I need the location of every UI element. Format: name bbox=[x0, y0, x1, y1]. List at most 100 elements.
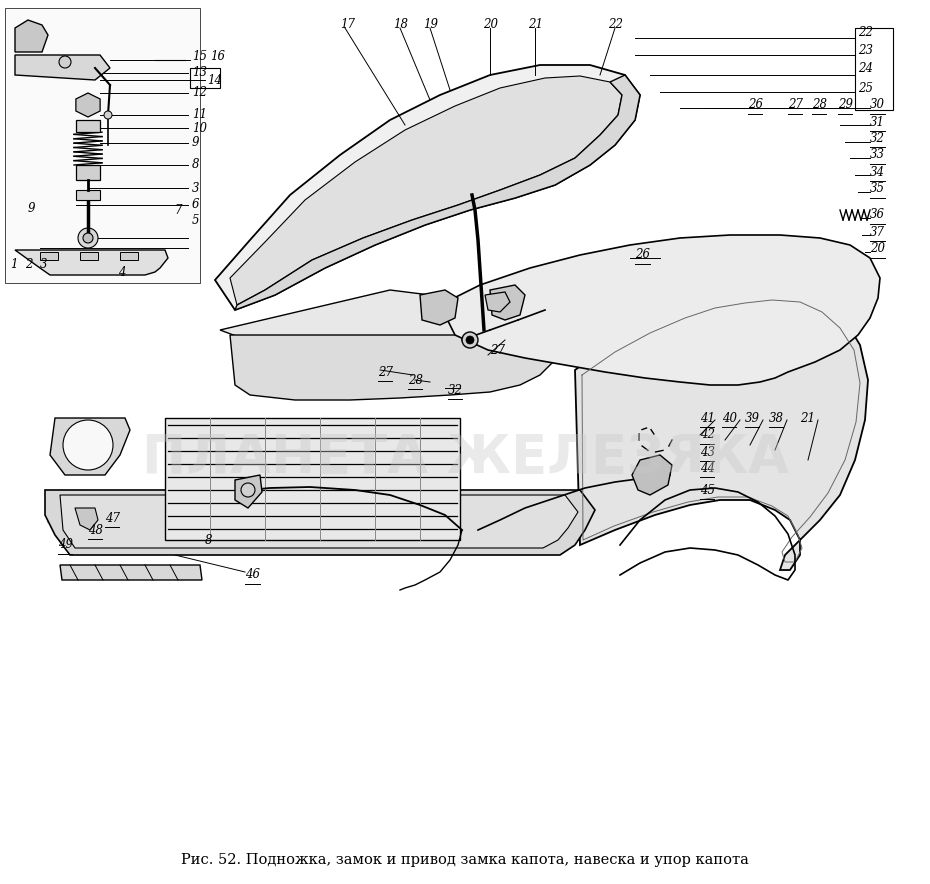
Text: 5: 5 bbox=[192, 214, 200, 226]
Polygon shape bbox=[632, 455, 672, 495]
Polygon shape bbox=[75, 508, 98, 530]
Text: 34: 34 bbox=[870, 165, 885, 179]
Text: 38: 38 bbox=[769, 411, 784, 424]
Text: 41: 41 bbox=[700, 411, 715, 424]
Text: 18: 18 bbox=[393, 19, 408, 32]
Circle shape bbox=[59, 56, 71, 68]
Polygon shape bbox=[45, 490, 595, 555]
Text: 16: 16 bbox=[210, 50, 225, 63]
Text: 21: 21 bbox=[800, 411, 815, 424]
Text: 19: 19 bbox=[423, 19, 438, 32]
Polygon shape bbox=[50, 418, 130, 475]
Text: 33: 33 bbox=[870, 149, 885, 162]
Circle shape bbox=[63, 420, 113, 470]
Text: 2: 2 bbox=[25, 258, 33, 271]
Text: 32: 32 bbox=[870, 132, 885, 144]
Text: 22: 22 bbox=[858, 27, 873, 40]
Polygon shape bbox=[165, 418, 460, 540]
Text: 35: 35 bbox=[870, 182, 885, 195]
Polygon shape bbox=[230, 335, 565, 400]
Text: 10: 10 bbox=[192, 121, 207, 134]
Circle shape bbox=[78, 228, 98, 248]
Text: 43: 43 bbox=[700, 446, 715, 459]
Text: 4: 4 bbox=[118, 265, 126, 278]
Polygon shape bbox=[215, 65, 640, 310]
Polygon shape bbox=[420, 290, 458, 325]
Polygon shape bbox=[76, 93, 100, 117]
Text: Рис. 52. Подножка, замок и привод замка капота, навеска и упор капота: Рис. 52. Подножка, замок и привод замка … bbox=[181, 853, 749, 867]
Text: 49: 49 bbox=[58, 538, 73, 552]
Circle shape bbox=[83, 233, 93, 243]
Text: 12: 12 bbox=[192, 87, 207, 100]
Polygon shape bbox=[60, 495, 578, 548]
Text: 26: 26 bbox=[748, 98, 763, 111]
Polygon shape bbox=[575, 292, 868, 570]
Bar bbox=[40, 252, 58, 260]
Bar bbox=[120, 252, 138, 260]
Text: 13: 13 bbox=[192, 66, 207, 80]
Text: 26: 26 bbox=[635, 248, 650, 262]
Circle shape bbox=[104, 111, 112, 119]
Text: 28: 28 bbox=[812, 98, 827, 111]
Text: 47: 47 bbox=[105, 512, 120, 524]
Text: 45: 45 bbox=[700, 484, 715, 497]
Bar bbox=[76, 190, 100, 200]
Circle shape bbox=[462, 332, 478, 348]
Text: 39: 39 bbox=[745, 411, 760, 424]
Text: 27: 27 bbox=[378, 365, 393, 378]
Polygon shape bbox=[485, 292, 510, 312]
Text: 31: 31 bbox=[870, 116, 885, 128]
Text: 42: 42 bbox=[700, 429, 715, 441]
Polygon shape bbox=[15, 55, 110, 80]
Text: ПЛАНЕТА ЖЕЛЕЗЯКА: ПЛАНЕТА ЖЕЛЕЗЯКА bbox=[141, 432, 789, 484]
Text: 27: 27 bbox=[490, 344, 505, 356]
Text: 3: 3 bbox=[40, 258, 47, 271]
Text: 8: 8 bbox=[192, 158, 200, 171]
Text: 37: 37 bbox=[870, 225, 885, 239]
Bar bbox=[855, 28, 893, 110]
Text: 15: 15 bbox=[192, 50, 207, 63]
Text: 9: 9 bbox=[28, 202, 35, 215]
Polygon shape bbox=[230, 76, 622, 305]
Polygon shape bbox=[15, 20, 48, 52]
Polygon shape bbox=[76, 120, 100, 132]
Text: 1: 1 bbox=[10, 258, 18, 271]
Circle shape bbox=[241, 483, 255, 497]
Polygon shape bbox=[60, 565, 202, 580]
Text: 36: 36 bbox=[870, 209, 885, 222]
Text: 40: 40 bbox=[722, 411, 737, 424]
Bar bbox=[5, 8, 200, 283]
Bar bbox=[80, 252, 98, 260]
Text: 6: 6 bbox=[192, 199, 200, 211]
Text: 20: 20 bbox=[483, 19, 498, 32]
Polygon shape bbox=[440, 235, 880, 385]
Text: 7: 7 bbox=[175, 203, 182, 217]
Text: 22: 22 bbox=[608, 19, 623, 32]
Circle shape bbox=[466, 336, 474, 344]
Bar bbox=[190, 68, 220, 88]
Text: 29: 29 bbox=[838, 98, 853, 111]
Text: 3: 3 bbox=[192, 181, 200, 194]
Polygon shape bbox=[15, 250, 168, 275]
Text: 27: 27 bbox=[788, 98, 803, 111]
Text: 14: 14 bbox=[207, 73, 222, 87]
Polygon shape bbox=[235, 475, 262, 508]
Text: 11: 11 bbox=[192, 109, 207, 121]
Polygon shape bbox=[490, 285, 525, 320]
Text: 20: 20 bbox=[870, 242, 885, 255]
Text: 25: 25 bbox=[858, 81, 873, 95]
Text: 17: 17 bbox=[340, 19, 355, 32]
Polygon shape bbox=[220, 285, 590, 360]
Text: 9: 9 bbox=[192, 136, 200, 149]
Text: 28: 28 bbox=[408, 374, 423, 386]
Text: 30: 30 bbox=[870, 98, 885, 111]
Text: 21: 21 bbox=[528, 19, 543, 32]
Text: 23: 23 bbox=[858, 43, 873, 57]
Text: 24: 24 bbox=[858, 62, 873, 74]
Polygon shape bbox=[76, 165, 100, 180]
Text: 32: 32 bbox=[448, 384, 463, 397]
Text: 44: 44 bbox=[700, 461, 715, 475]
Text: 48: 48 bbox=[88, 523, 103, 537]
Text: 8: 8 bbox=[205, 534, 212, 546]
Polygon shape bbox=[235, 75, 640, 310]
